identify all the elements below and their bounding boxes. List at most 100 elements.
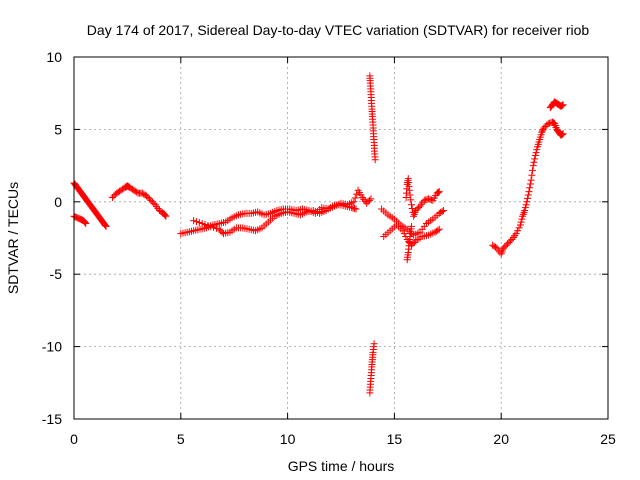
series-arc-1 [70, 179, 110, 230]
axis-ticks: 0 5 10 15 20 25 -15 -10 -5 0 5 10 [42, 49, 616, 447]
data-point [350, 198, 358, 206]
data-point [522, 201, 530, 209]
data-point [162, 212, 170, 220]
data-point [351, 194, 359, 202]
x-tick-label: 25 [600, 431, 616, 447]
chart-title: Day 174 of 2017, Sidereal Day-to-day VTE… [87, 22, 590, 38]
data-point [438, 207, 446, 215]
data-point [527, 176, 535, 184]
data-point [501, 243, 509, 251]
data-point [531, 155, 539, 163]
data-point [161, 211, 169, 219]
data-point [413, 205, 421, 213]
data-point [524, 194, 532, 202]
data-point [148, 198, 156, 206]
data-point [405, 186, 413, 194]
data-point [352, 205, 360, 213]
data-point [514, 227, 522, 235]
data-point [217, 227, 225, 235]
data-point [143, 192, 151, 200]
data-point [102, 222, 110, 230]
data-point [198, 220, 206, 228]
data-point [406, 191, 414, 199]
series-spike-up [366, 72, 379, 164]
data-point [435, 225, 443, 233]
data-point [435, 188, 443, 196]
data-point [108, 193, 116, 201]
data-point [517, 218, 525, 226]
data-point [145, 195, 153, 203]
series-arc-4 [177, 186, 375, 238]
data-point [505, 238, 513, 246]
y-tick-label: -10 [42, 339, 62, 355]
x-tick-label: 10 [280, 431, 296, 447]
data-point [365, 196, 373, 204]
data-point [407, 201, 415, 209]
data-point [370, 340, 378, 348]
y-tick-label: -5 [50, 266, 63, 282]
data-point [526, 180, 534, 188]
data-point [541, 123, 549, 131]
x-tick-label: 20 [493, 431, 509, 447]
data-point [440, 206, 448, 214]
data-point [192, 218, 200, 226]
x-tick-label: 15 [387, 431, 403, 447]
data-point [512, 230, 520, 238]
data-point [195, 219, 203, 227]
data-point [538, 127, 546, 135]
data-point [528, 171, 536, 179]
x-tick-label: 5 [177, 431, 185, 447]
plot-frame [73, 56, 609, 420]
data-point [204, 221, 212, 229]
y-tick-label: 0 [54, 194, 62, 210]
series-arc-11 [546, 98, 567, 112]
data-point [521, 204, 529, 212]
data-point [407, 222, 415, 230]
data-point [412, 206, 420, 214]
data-point [529, 166, 537, 174]
data-point [533, 146, 541, 154]
data-point [399, 227, 407, 235]
data-point [502, 241, 510, 249]
data-point [504, 240, 512, 248]
data-point [538, 128, 546, 136]
data-point [515, 224, 523, 232]
y-tick-label: 5 [54, 121, 62, 137]
data-point [559, 101, 567, 109]
data-point [530, 158, 538, 166]
data-point [506, 237, 514, 245]
data-point [521, 206, 529, 214]
data-point [364, 198, 372, 206]
data-point [210, 223, 218, 231]
series-arc-5 [190, 201, 360, 238]
data-point [133, 188, 141, 196]
data-point [532, 149, 540, 157]
data-point [520, 208, 528, 216]
data-point [400, 230, 408, 238]
data-point [499, 244, 507, 252]
series-spike-down [366, 340, 378, 397]
data-point [540, 124, 548, 132]
data-point [409, 240, 417, 248]
data-point [518, 215, 526, 223]
data-point [110, 192, 118, 200]
data-point [101, 221, 109, 229]
series-arc-8 [402, 175, 443, 220]
data-point [434, 226, 442, 234]
data-point [363, 199, 371, 207]
data-point [516, 221, 524, 229]
y-axis-title: SDTVAR / TECUs [5, 182, 21, 294]
data-point [519, 210, 527, 218]
data-point [81, 219, 89, 227]
data-point [144, 193, 152, 201]
data-point [529, 162, 537, 170]
data-point [82, 220, 90, 228]
data-point [207, 222, 215, 230]
data-point [367, 195, 375, 203]
data-point [523, 198, 531, 206]
y-tick-label: -15 [42, 411, 62, 427]
data-point [524, 191, 532, 199]
data-point [147, 196, 155, 204]
data-point [190, 217, 198, 225]
data-point [353, 190, 361, 198]
